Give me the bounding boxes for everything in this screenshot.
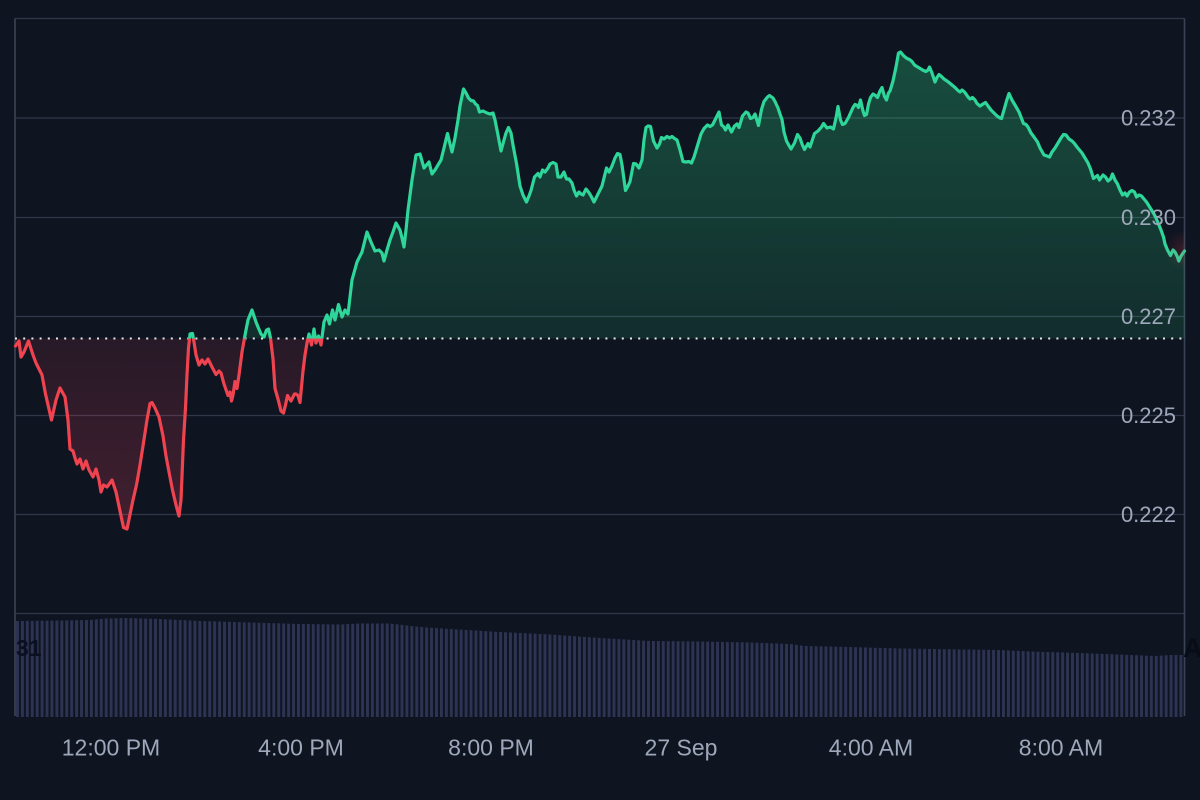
svg-text:8:00 PM: 8:00 PM	[448, 735, 534, 761]
svg-text:0.227: 0.227	[1121, 304, 1176, 329]
svg-text:0.222: 0.222	[1121, 502, 1176, 527]
svg-text:0.230: 0.230	[1121, 205, 1176, 230]
svg-text:0.225: 0.225	[1121, 403, 1176, 428]
svg-text:4:00 PM: 4:00 PM	[258, 735, 344, 761]
svg-text:8:00 AM: 8:00 AM	[1019, 735, 1103, 761]
svg-text:0.232: 0.232	[1121, 106, 1176, 131]
svg-text:27 Sep: 27 Sep	[645, 735, 718, 761]
svg-text:Aug: Aug	[1183, 633, 1200, 663]
svg-text:12:00 PM: 12:00 PM	[62, 735, 160, 761]
svg-text:4:00 AM: 4:00 AM	[829, 735, 913, 761]
svg-text:31: 31	[16, 635, 42, 661]
